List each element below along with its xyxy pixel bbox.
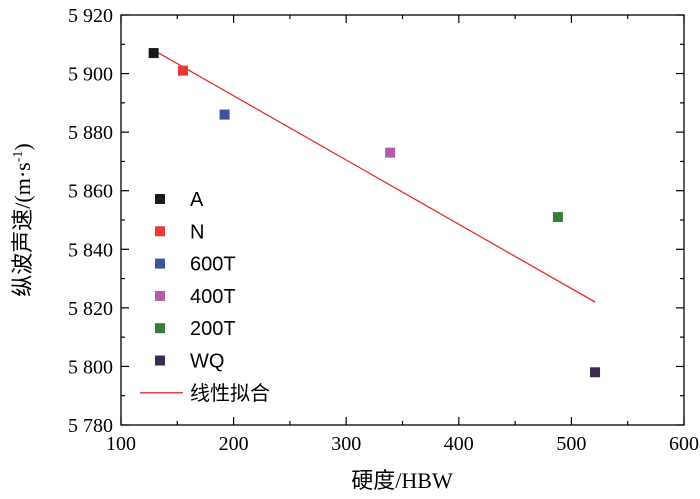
legend-marker-200t	[155, 323, 165, 334]
legend-marker-n	[155, 226, 165, 237]
axis-tick-labels: 100 200 300 400 500 600 5 780 5 800 5 820 5 840 5 …	[68, 5, 699, 455]
x-tick-label: 600	[669, 433, 699, 455]
y-axis-title-main: 纵波声速/(m·s	[10, 162, 35, 296]
data-point-200t	[552, 212, 563, 223]
y-tick-label: 5 780	[68, 415, 113, 437]
data-point-a	[148, 48, 159, 59]
fit-line	[153, 49, 596, 303]
y-tick-label: 5 920	[68, 5, 113, 27]
x-tick-label: 400	[444, 433, 474, 455]
legend-label-400t: 400T	[190, 286, 236, 308]
y-axis-title-sup: -1	[11, 151, 26, 163]
legend-marker-wq	[155, 355, 165, 366]
legend-label-600t: 600T	[190, 254, 236, 276]
x-axis-title: 硬度/HBW	[351, 468, 453, 493]
data-point-n	[177, 65, 188, 76]
y-tick-label: 5 820	[68, 298, 113, 320]
legend-label-fit: 线性拟合	[190, 382, 270, 405]
y-tick-label: 5 800	[68, 356, 113, 378]
legend-marker-400t	[155, 290, 165, 301]
x-tick-label: 500	[556, 433, 586, 455]
legend-marker-a	[155, 194, 165, 204]
legend-label-a: A	[190, 189, 204, 211]
y-axis-title: 纵波声速/(m·s-1)	[10, 143, 35, 296]
axis-ticks	[120, 14, 685, 426]
y-tick-label: 5 900	[68, 64, 113, 86]
legend-label-n: N	[190, 221, 204, 243]
data-point-600t	[219, 109, 230, 120]
y-tick-label: 5 880	[68, 122, 113, 144]
legend: AN 600T 400T 200T WQ 线性拟合	[140, 189, 270, 405]
legend-marker-600t	[155, 258, 165, 269]
legend-label-200t: 200T	[190, 318, 236, 340]
y-tick-label: 5 840	[68, 239, 113, 261]
data-points	[148, 48, 601, 378]
y-tick-label: 5 860	[68, 181, 113, 203]
x-tick-label: 200	[219, 433, 249, 455]
x-tick-label: 100	[106, 433, 136, 455]
x-tick-label: 300	[331, 433, 361, 455]
legend-label-wq: WQ	[190, 351, 224, 373]
data-point-wq	[590, 367, 601, 378]
data-point-400t	[385, 147, 396, 158]
y-axis-title-close: )	[10, 143, 35, 150]
